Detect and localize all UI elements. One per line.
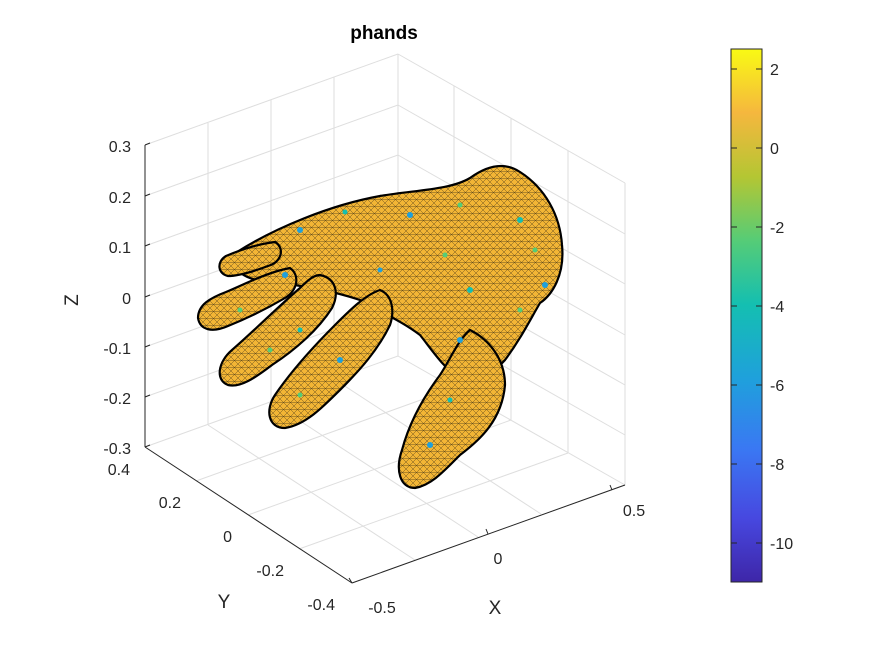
colorbar: 2 0 -2 -4 -6 -8 -10 — [730, 48, 793, 583]
x-tick-labels: -0.5 0 0.5 — [368, 503, 645, 617]
y-tick-label: -0.4 — [307, 597, 335, 614]
y-tick-labels: 0.4 0.2 0 -0.2 -0.4 — [108, 462, 335, 614]
chart-title: phands — [350, 23, 418, 44]
z-tick-label: -0.3 — [103, 441, 131, 458]
x-axis-label: X — [489, 598, 502, 619]
x-tick-label: 0 — [494, 551, 503, 568]
colorbar-gradient — [730, 48, 763, 583]
hand-facet-highlights — [237, 202, 548, 448]
z-axis-label: Z — [62, 294, 83, 306]
y-tick-label: 0.2 — [159, 495, 181, 512]
colorbar-tick-label: -6 — [770, 378, 784, 395]
hand-palm — [233, 164, 564, 380]
hand-finger-little — [218, 240, 282, 278]
x-tick-label: -0.5 — [368, 600, 396, 617]
colorbar-tick-label: -4 — [770, 299, 784, 316]
z-tick-label: 0.1 — [109, 240, 131, 257]
hand-surface — [196, 164, 564, 490]
hand-finger-middle — [218, 273, 337, 387]
axes — [144, 142, 626, 584]
z-tick-label: 0.3 — [109, 139, 131, 156]
y-tick-label: 0 — [223, 529, 232, 546]
colorbar-tick-label: 0 — [770, 141, 779, 158]
z-tick-label: 0.2 — [109, 190, 131, 207]
z-tick-label: 0 — [122, 291, 131, 308]
y-axis-label: Y — [218, 592, 231, 613]
colorbar-tick-label: 2 — [770, 62, 779, 79]
z-tick-label: -0.1 — [103, 341, 131, 358]
y-tick-label: -0.2 — [256, 563, 284, 580]
colorbar-tick-label: -2 — [770, 220, 784, 237]
hand-finger-ring — [196, 266, 298, 331]
colorbar-tick-label: -8 — [770, 457, 784, 474]
x-tick-label: 0.5 — [623, 503, 645, 520]
colorbar-tick-label: -10 — [770, 536, 793, 553]
hand-thumb — [397, 328, 507, 490]
y-tick-label: 0.4 — [108, 462, 130, 479]
z-tick-label: -0.2 — [103, 391, 131, 408]
z-tick-labels: 0.3 0.2 0.1 0 -0.1 -0.2 -0.3 — [103, 139, 131, 458]
